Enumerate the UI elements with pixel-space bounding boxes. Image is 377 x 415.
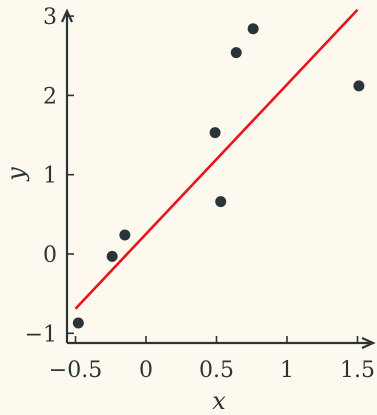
regression-line	[74, 8, 359, 310]
data-points	[72, 23, 365, 329]
data-point	[247, 23, 259, 35]
data-point	[353, 80, 365, 92]
y-tick-label: 2	[43, 84, 57, 109]
y-tick-label: 0	[43, 243, 57, 268]
y-axis: −1 0 1 2 3	[25, 5, 74, 347]
y-axis-arrow-icon	[60, 8, 74, 23]
x-tick-label: 1	[280, 358, 294, 383]
x-tick-label: 1.5	[340, 358, 375, 383]
regression-line-group	[74, 8, 359, 310]
x-axis: −0.5 0 0.5 1 1.5	[49, 336, 376, 383]
x-tick-label: 0.5	[199, 358, 234, 383]
y-tick-label: 3	[43, 5, 57, 30]
x-axis-label: x	[212, 387, 226, 415]
y-tick-label: −1	[25, 322, 57, 347]
y-tick-label: 1	[43, 164, 57, 189]
x-axis-arrow-icon	[361, 336, 376, 350]
data-point	[215, 196, 227, 208]
x-tick-label: 0	[139, 358, 153, 383]
data-point	[209, 127, 221, 139]
data-point	[72, 317, 84, 329]
x-tick-label: −0.5	[49, 358, 102, 383]
y-axis-label: y	[2, 167, 30, 182]
data-point	[119, 229, 131, 241]
data-point	[230, 47, 242, 59]
data-point	[106, 250, 118, 262]
